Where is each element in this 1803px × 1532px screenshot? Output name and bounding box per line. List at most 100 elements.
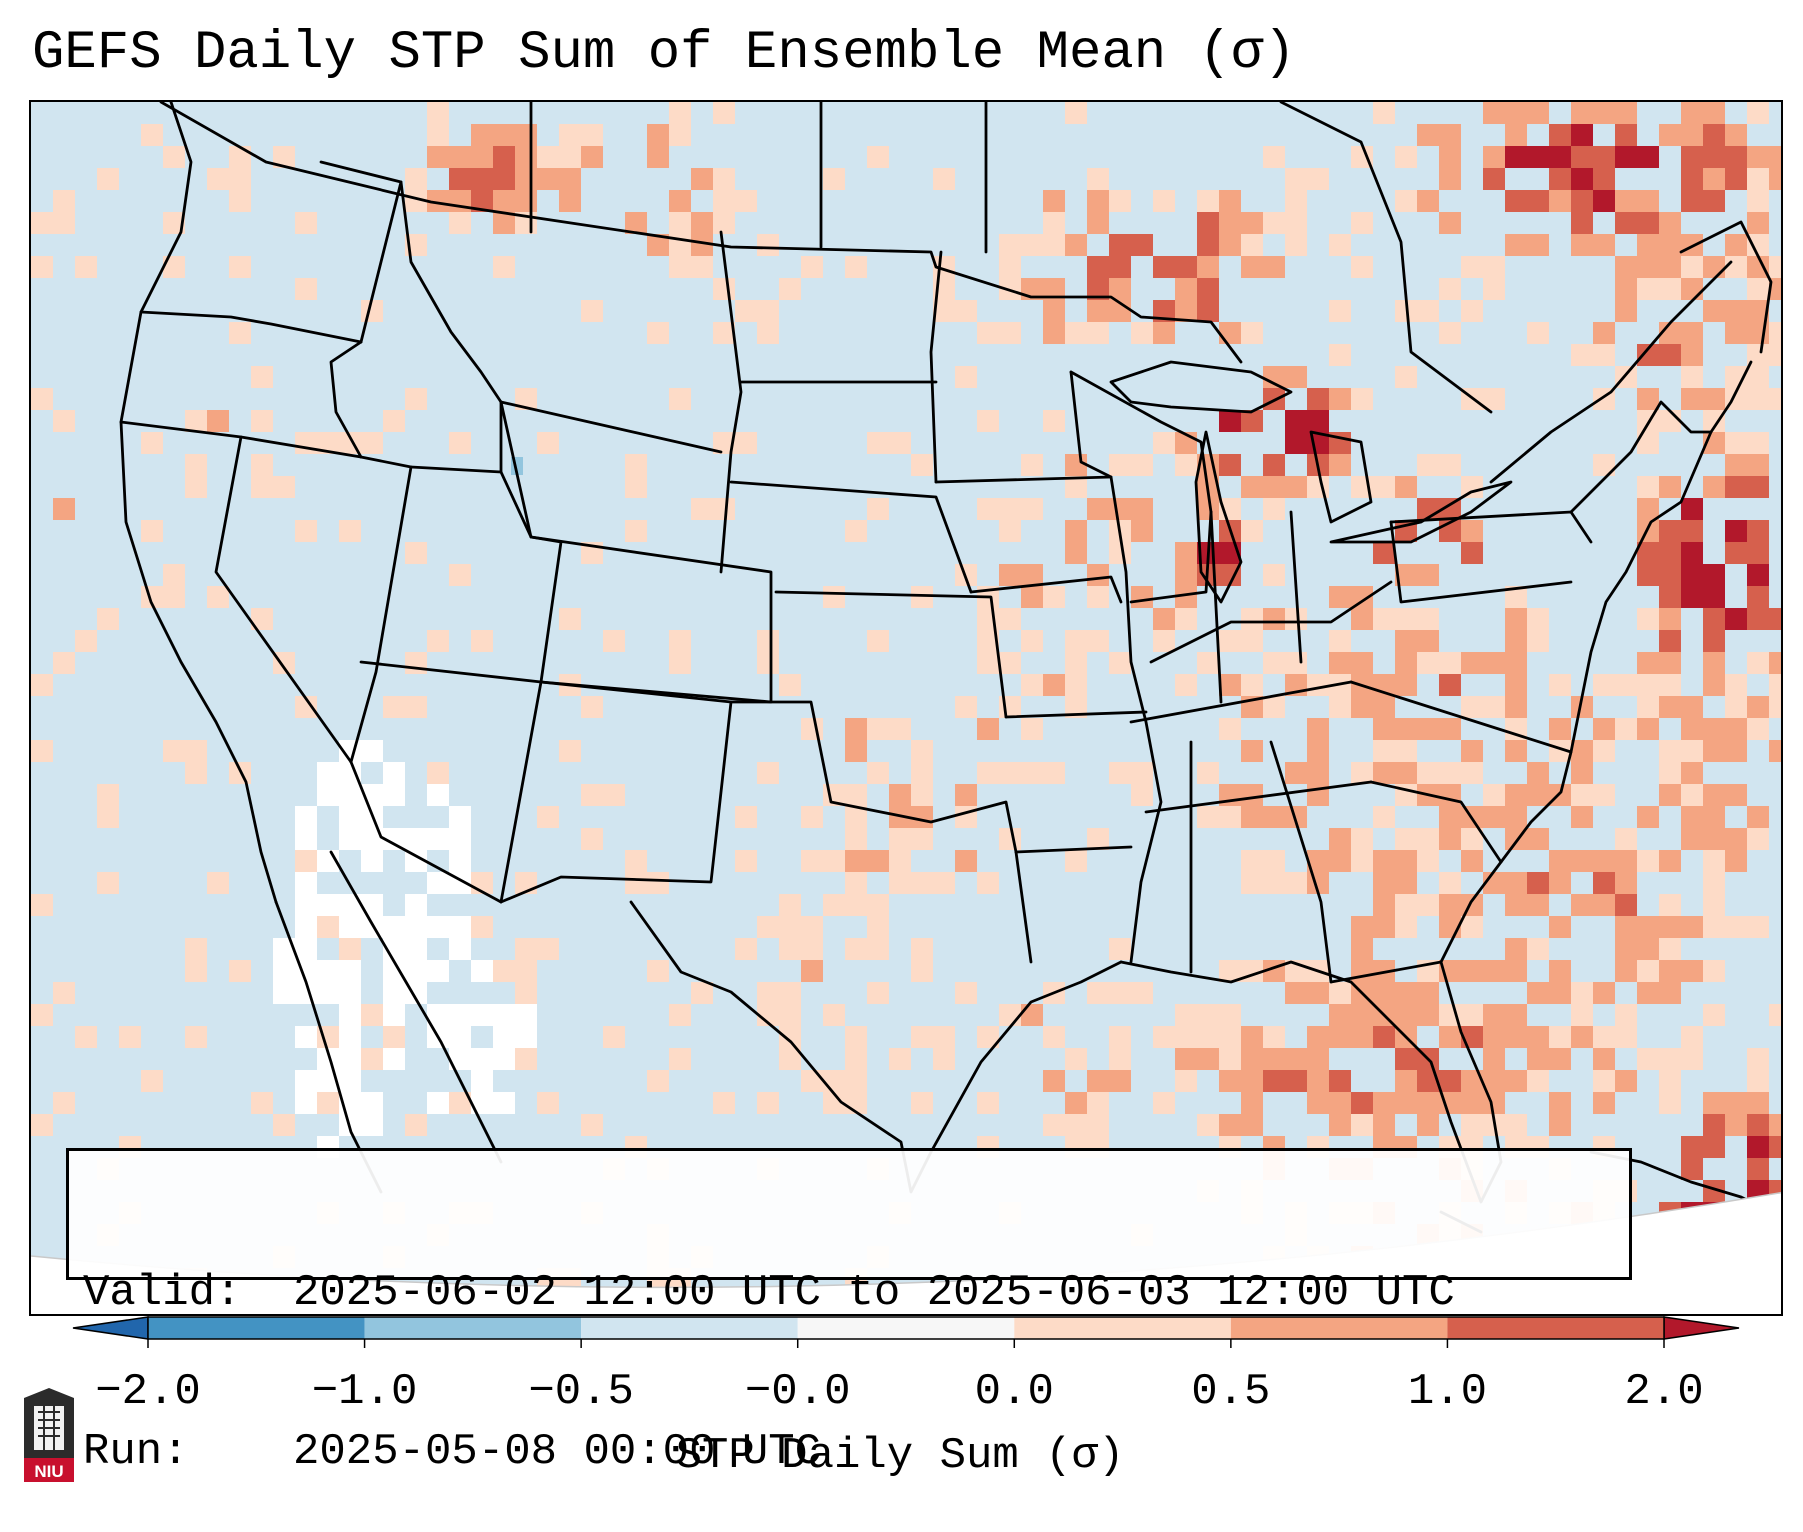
grid-cell [53,498,75,520]
grid-cell [1373,1092,1395,1114]
grid-cell [647,234,669,256]
grid-cell [383,1026,405,1048]
grid-cell [1637,1048,1659,1070]
grid-cell [1681,1158,1703,1180]
grid-cell [97,784,119,806]
grid-cell [1351,762,1373,784]
grid-cell [1615,1070,1637,1092]
grid-cell [405,1114,427,1136]
ok-tx [729,700,1018,854]
grid-cell [1263,366,1285,388]
grid-cell [823,850,845,872]
grid-cell [1505,674,1527,696]
grid-cell [405,388,427,410]
grid-cell [1659,784,1681,806]
grid-cell [1175,1070,1197,1092]
grid-cell [383,762,405,784]
grid-cell [1747,1224,1769,1246]
grid-cell [295,1092,317,1114]
grid-cell [1065,630,1087,652]
grid-cell [493,1048,515,1070]
grid-cell [1065,476,1087,498]
grid-cell [1285,168,1307,190]
grid-cell [1505,718,1527,740]
grid-cell [1527,872,1549,894]
grid-cell [339,828,361,850]
grid-cell [1043,278,1065,300]
grid-cell [1703,190,1725,212]
grid-cell [1571,212,1593,234]
grid-cell [1747,1268,1769,1288]
colorbar-tick-label: 2.0 [1624,1367,1704,1417]
grid-cell [1681,718,1703,740]
grid-cell [1527,322,1549,344]
grid-cell [735,300,757,322]
grid-cell [1527,762,1549,784]
grid-cell [911,784,933,806]
grid-cell [1131,234,1153,256]
colorbar-label: STP Daily Sum (σ) [675,1431,1125,1481]
grid-cell [251,410,273,432]
grid-cell [405,652,427,674]
grid-cell [427,102,449,124]
grid-cell [471,916,493,938]
grid-cell [1769,1246,1781,1268]
grid-cell [889,784,911,806]
grid-cell [1065,520,1087,542]
grid-cell [757,322,779,344]
grid-cell [361,828,383,850]
grid-cell [1615,894,1637,916]
grid-cell [1637,718,1659,740]
grid-cell [1703,806,1725,828]
grid-cell [1659,894,1681,916]
grid-cell [1747,102,1769,124]
grid-cell [471,124,493,146]
grid-cell [1395,630,1417,652]
stp-map[interactable] [31,102,1783,1316]
mt-south-border [499,400,723,454]
grid-cell [405,190,427,212]
grid-cell [1483,806,1505,828]
grid-cell [1241,674,1263,696]
grid-cell [1263,806,1285,828]
grid-cell [1263,1070,1285,1092]
grid-cell [383,828,405,850]
map-panel[interactable] [29,100,1783,1316]
grid-cell [1087,828,1109,850]
grid-cell [1593,850,1615,872]
grid-cell [1461,850,1483,872]
grid-cell [1263,696,1285,718]
grid-cell [801,1070,823,1092]
grid-cell [1461,542,1483,564]
grid-cell [1087,1070,1109,1092]
grid-cell [1747,608,1769,630]
grid-cell [1725,520,1747,542]
grid-cell [1615,960,1637,982]
grid-cell [1329,344,1351,366]
grid-cell [1395,652,1417,674]
grid-cell [779,894,801,916]
grid-cell [207,168,229,190]
grid-cell [1461,256,1483,278]
grid-cell [647,872,669,894]
grid-cell [1043,1114,1065,1136]
grid-cell [1219,212,1241,234]
grid-cell [1615,146,1637,168]
grid-cell [1043,1026,1065,1048]
grid-cell [1681,960,1703,982]
grid-cell [1307,718,1329,740]
grid-cell [1571,696,1593,718]
grid-cell [1395,850,1417,872]
grid-cell [1021,586,1043,608]
grid-cell [1505,124,1527,146]
grid-cell [691,498,713,520]
grid-cell [867,718,889,740]
grid-cell [1637,674,1659,696]
grid-cell [515,146,537,168]
grid-cell [1769,1136,1781,1158]
grid-cell [207,410,229,432]
grid-cell [1505,234,1527,256]
grid-cell [889,828,911,850]
grid-cell [1527,982,1549,1004]
grid-cell [911,740,933,762]
